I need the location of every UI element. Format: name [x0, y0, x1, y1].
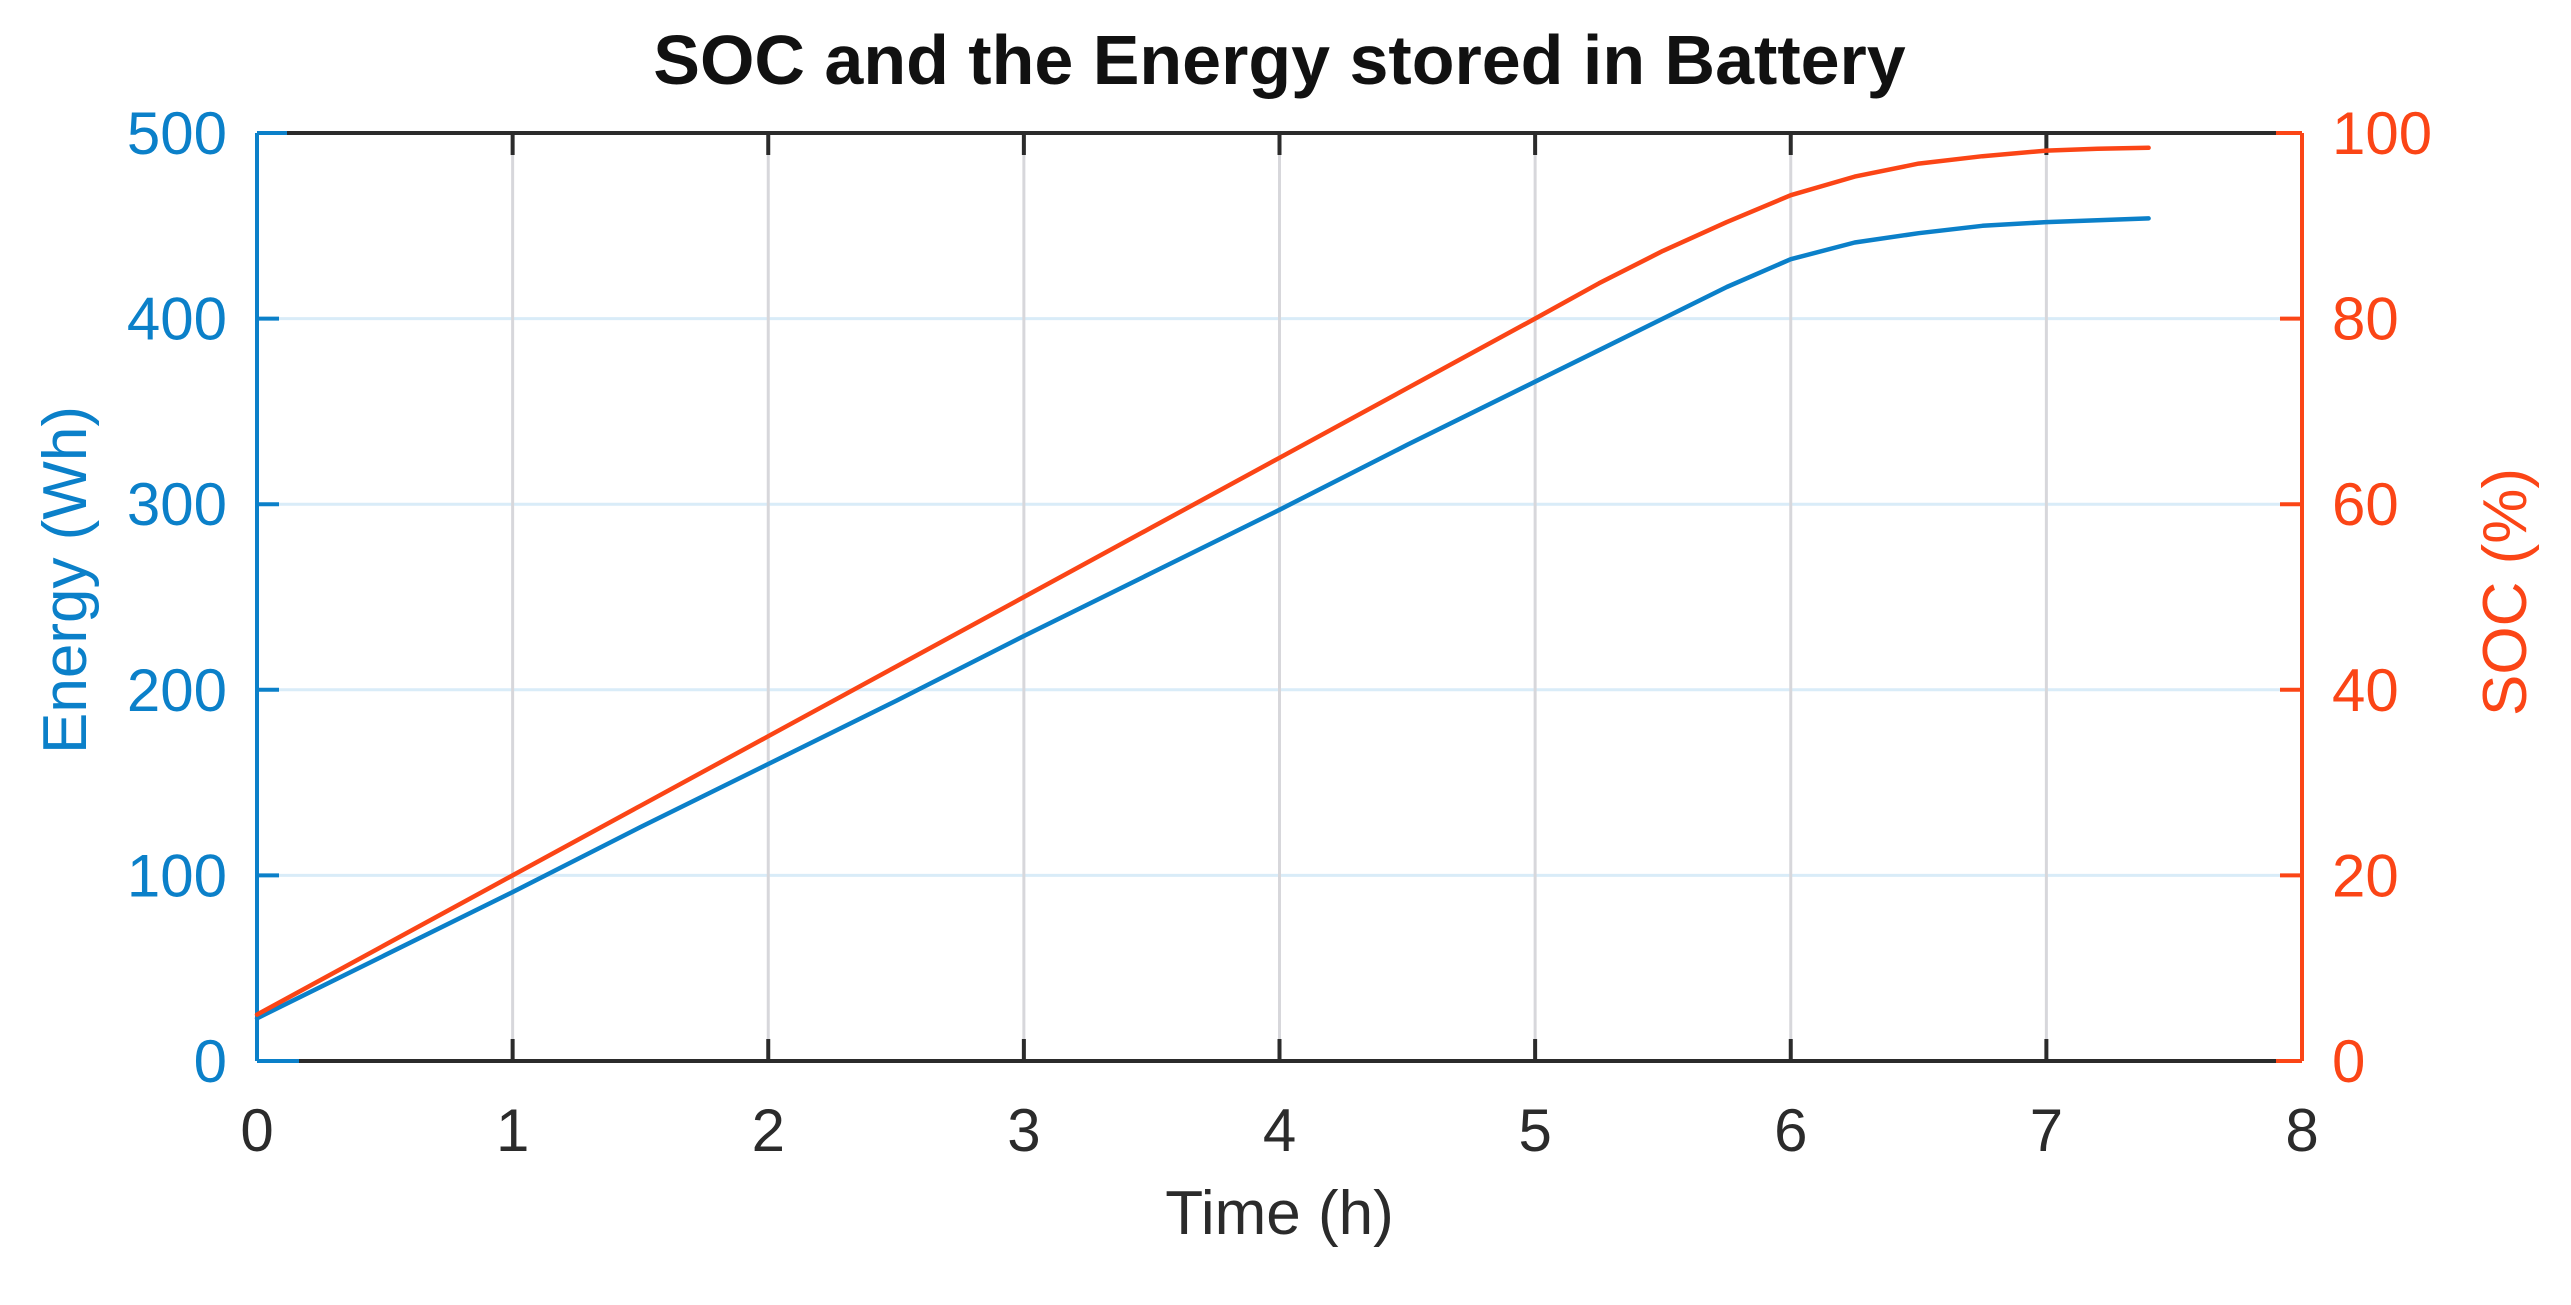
x-tick-label: 0 [240, 1097, 273, 1164]
right-tick-label: 0 [2332, 1028, 2365, 1095]
x-tick-label: 4 [1263, 1097, 1296, 1164]
left-tick-label: 500 [127, 100, 227, 167]
chart-title: SOC and the Energy stored in Battery [653, 21, 1906, 99]
left-tick-label: 100 [127, 842, 227, 909]
right-y-axis-label: SOC (%) [2470, 468, 2540, 716]
x-tick-label: 3 [1007, 1097, 1040, 1164]
x-tick-label: 6 [1774, 1097, 1807, 1164]
right-tick-label: 60 [2332, 471, 2399, 538]
right-tick-label: 100 [2332, 100, 2432, 167]
right-tick-label: 80 [2332, 286, 2399, 353]
soc-curve [254, 145, 2151, 1017]
x-tick-label: 8 [2285, 1097, 2318, 1164]
left-y-axis-label: Energy (Wh) [30, 406, 100, 754]
x-axis-label: Time (h) [1165, 1179, 1394, 1248]
x-tick-label: 7 [2030, 1097, 2063, 1164]
right-tick-label: 20 [2332, 842, 2399, 909]
x-tick-label: 1 [496, 1097, 529, 1164]
left-tick-label: 300 [127, 471, 227, 538]
left-tick-label: 200 [127, 657, 227, 724]
x-tick-label: 5 [1518, 1097, 1551, 1164]
left-tick-label: 0 [194, 1028, 227, 1095]
right-tick-label: 40 [2332, 657, 2399, 724]
left-tick-label: 400 [127, 286, 227, 353]
x-tick-label: 2 [752, 1097, 785, 1164]
energy-curve [254, 216, 2151, 1021]
